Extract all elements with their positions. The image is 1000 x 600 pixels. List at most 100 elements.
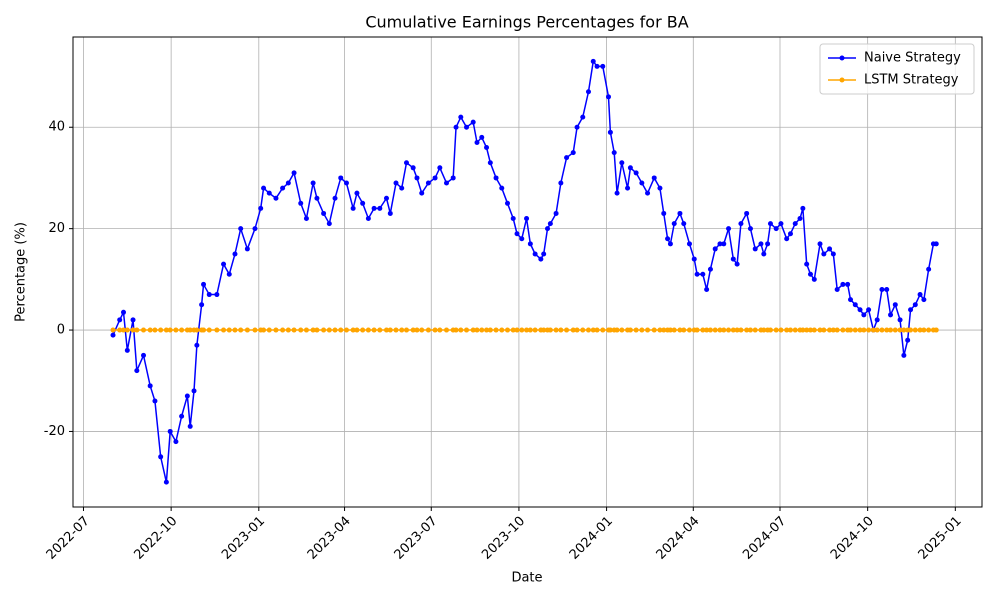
data-point: [532, 251, 538, 257]
data-point: [194, 327, 200, 333]
data-point: [371, 327, 377, 333]
data-point: [564, 327, 570, 333]
data-point: [848, 297, 854, 303]
data-point: [677, 327, 683, 333]
data-point: [343, 327, 349, 333]
data-point: [419, 190, 425, 196]
data-point: [784, 236, 790, 242]
data-point: [432, 175, 438, 181]
data-point: [360, 327, 366, 333]
x-tick-label: 2024-10: [828, 514, 877, 563]
data-point: [510, 327, 516, 333]
data-point: [792, 327, 798, 333]
data-point: [852, 302, 858, 308]
data-point: [514, 327, 520, 333]
data-point: [817, 327, 823, 333]
data-point: [884, 286, 890, 292]
x-tick-label: 2023-04: [305, 514, 354, 563]
data-point: [807, 327, 813, 333]
data-point: [817, 241, 823, 247]
data-point: [671, 327, 677, 333]
data-point: [221, 261, 227, 267]
data-point: [393, 327, 399, 333]
data-point: [645, 190, 651, 196]
data-point: [778, 221, 784, 227]
data-point: [343, 180, 349, 186]
data-point: [694, 271, 700, 277]
data-point: [874, 317, 880, 323]
data-point: [173, 327, 179, 333]
x-tick-label: 2024-01: [567, 514, 616, 563]
data-point: [524, 216, 530, 222]
data-point: [888, 312, 894, 318]
data-point: [580, 114, 586, 120]
data-point: [470, 119, 476, 125]
data-point: [778, 327, 784, 333]
data-point: [570, 150, 576, 156]
data-point: [773, 226, 779, 232]
data-point: [273, 327, 279, 333]
data-point: [712, 327, 718, 333]
data-point: [917, 327, 923, 333]
data-point: [303, 327, 309, 333]
data-point: [933, 327, 939, 333]
data-point: [527, 241, 533, 247]
data-point: [464, 124, 470, 130]
data-point: [840, 327, 846, 333]
y-tick-label: 20: [48, 221, 65, 236]
data-point: [266, 190, 272, 196]
data-point: [410, 165, 416, 171]
data-point: [671, 221, 677, 227]
data-point: [124, 347, 130, 353]
data-point: [117, 317, 123, 323]
data-point: [861, 312, 867, 318]
data-point: [761, 327, 767, 333]
data-point: [387, 327, 393, 333]
data-point: [321, 327, 327, 333]
x-tick-label: 2022-10: [131, 514, 180, 563]
data-point: [767, 327, 773, 333]
data-point: [639, 180, 645, 186]
data-point: [510, 216, 516, 222]
data-point: [633, 170, 639, 176]
data-point: [625, 185, 631, 191]
data-point: [414, 327, 420, 333]
data-point: [897, 327, 903, 333]
data-point: [487, 327, 493, 333]
data-point: [147, 327, 153, 333]
data-point: [514, 231, 520, 237]
legend-marker: [839, 55, 845, 61]
data-point: [167, 327, 173, 333]
data-point: [147, 383, 153, 389]
data-point: [258, 205, 264, 211]
data-point: [830, 327, 836, 333]
data-point: [152, 327, 158, 333]
data-point: [866, 307, 872, 313]
data-point: [350, 327, 356, 333]
data-point: [600, 63, 606, 69]
y-tick-label: 0: [57, 323, 65, 338]
data-point: [541, 327, 547, 333]
data-point: [721, 327, 727, 333]
data-point: [238, 327, 244, 333]
data-point: [474, 139, 480, 145]
data-point: [717, 241, 723, 247]
data-point: [214, 327, 220, 333]
data-point: [425, 180, 431, 186]
data-point: [110, 332, 116, 338]
data-point: [310, 180, 316, 186]
data-point: [686, 327, 692, 333]
data-point: [266, 327, 272, 333]
data-point: [752, 246, 758, 252]
data-point: [600, 327, 606, 333]
data-point: [134, 368, 140, 374]
data-point: [661, 210, 667, 216]
data-point: [717, 327, 723, 333]
data-point: [614, 190, 620, 196]
data-point: [800, 205, 806, 211]
data-point: [661, 327, 667, 333]
data-point: [179, 413, 185, 419]
data-point: [493, 327, 499, 333]
chart-title: Cumulative Earnings Percentages for BA: [365, 13, 688, 32]
data-point: [519, 327, 525, 333]
